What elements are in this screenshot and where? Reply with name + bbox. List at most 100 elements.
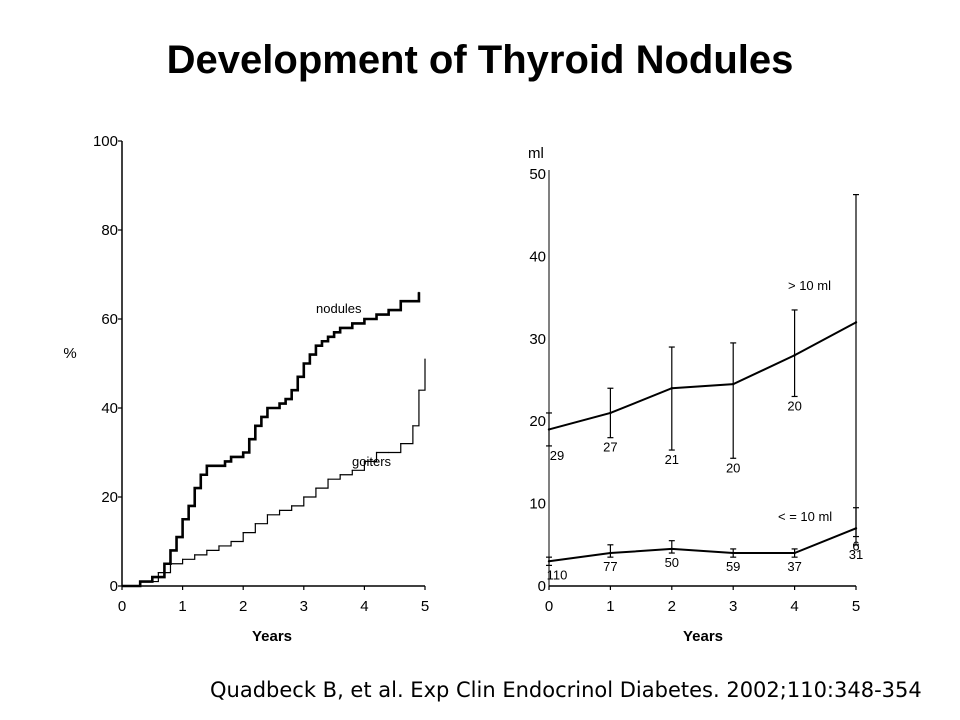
left-series-nodules-point xyxy=(291,389,293,391)
right-count-label: 29 xyxy=(550,448,564,463)
left-series-goiters-point xyxy=(139,580,141,583)
right-point xyxy=(793,551,796,555)
left-series-nodules-point xyxy=(169,549,172,552)
left-series-nodules-point xyxy=(309,354,311,356)
left-series-nodules-point xyxy=(351,322,353,325)
left-series-nodules-point xyxy=(297,376,299,378)
left-series-nodules-point xyxy=(188,505,190,507)
left-series-nodules-point xyxy=(363,318,365,320)
left-xlabel: Years xyxy=(252,628,292,645)
right-y-tick-label: 10 xyxy=(529,496,546,513)
right-point xyxy=(732,551,735,555)
right-x-tick-label: 2 xyxy=(668,598,676,615)
right-y-tick-label: 40 xyxy=(529,248,546,265)
left-series-nodules-point xyxy=(194,487,196,489)
left-series-nodules-point xyxy=(412,300,414,302)
right-count-label: 20 xyxy=(787,398,801,413)
left-series-goiters-point xyxy=(315,487,317,489)
left-y-tick-label: 0 xyxy=(110,578,118,595)
left-series-nodules-line xyxy=(122,292,421,588)
left-series-nodules-point xyxy=(315,345,317,347)
right-xlabel: Years xyxy=(683,628,723,645)
left-series-goiters-point xyxy=(388,451,390,454)
right-point xyxy=(670,547,673,551)
left-series-nodules-point xyxy=(248,438,250,440)
label-above-10ml: > 10 ml xyxy=(788,278,831,293)
left-series-nodules-point xyxy=(321,340,323,342)
left-x-tick-label: 2 xyxy=(239,598,247,615)
right-point xyxy=(732,382,735,386)
right-point xyxy=(547,560,551,563)
left-series-nodules-point xyxy=(230,456,232,458)
left-series-nodules-point xyxy=(182,518,184,520)
left-series-goiters-point xyxy=(230,540,232,543)
left-series-goiters-point xyxy=(254,523,256,525)
left-series-goiters-point xyxy=(278,509,281,511)
left-series-goiters-point xyxy=(242,532,244,534)
right-count-label: 110 xyxy=(547,567,568,582)
left-x-tick-label: 5 xyxy=(421,598,429,615)
left-series-goiters-point xyxy=(266,514,269,516)
left-series-nodules-point xyxy=(339,327,341,329)
left-series-goiters-point xyxy=(182,558,184,560)
right-series-below-line xyxy=(548,527,857,563)
left-x-tick-label: 3 xyxy=(300,598,308,615)
left-series-goiters-point xyxy=(400,443,402,445)
right-count-label: 59 xyxy=(726,559,740,574)
left-series-goiters-point xyxy=(121,585,123,587)
left-series-goiters-point xyxy=(363,460,365,462)
left-series-nodules-point xyxy=(333,331,335,333)
label-nodules: nodules xyxy=(316,301,362,316)
left-y-tick-label: 80 xyxy=(101,222,118,239)
left-series-nodules-point xyxy=(163,563,166,565)
left-series-goiters-point xyxy=(351,469,353,471)
left-series-goiters-point xyxy=(303,496,305,498)
left-series-goiters-point xyxy=(339,474,341,476)
right-x-tick-label: 4 xyxy=(790,598,798,615)
left-series-nodules-point xyxy=(175,536,178,538)
right-y-tick-label: 20 xyxy=(529,413,546,430)
right-count-label: 37 xyxy=(787,559,801,574)
left-chart: 0 20 40 60 80 100 0 1 2 3 4 5 xyxy=(93,133,429,615)
right-count-label: 27 xyxy=(603,440,617,455)
left-series-nodules-point xyxy=(200,474,202,476)
left-series-nodules-point xyxy=(224,460,226,462)
right-count-label: 31 xyxy=(849,547,863,562)
right-y-tick-label: 50 xyxy=(529,166,546,183)
left-series-nodules-point xyxy=(388,309,390,311)
left-series-goiters-point xyxy=(412,425,414,427)
left-x-tick-label: 4 xyxy=(360,598,368,615)
left-series-nodules-point xyxy=(375,313,378,316)
left-series-nodules-point xyxy=(254,425,256,427)
right-point xyxy=(793,354,796,357)
right-count-label: 6 xyxy=(852,539,859,554)
left-series-nodules-point xyxy=(285,398,287,400)
right-y-tick-label: 30 xyxy=(529,331,546,348)
left-y-tick-label: 100 xyxy=(93,133,118,150)
left-series-nodules-point xyxy=(272,407,275,409)
left-series-nodules-point xyxy=(260,416,262,418)
right-x-tick-label: 1 xyxy=(606,598,614,615)
left-series-nodules-point xyxy=(400,300,402,302)
left-series-goiters-point xyxy=(418,389,420,391)
right-point xyxy=(547,428,551,431)
left-series-nodules-point xyxy=(242,451,244,454)
left-series-goiters-point xyxy=(169,563,172,565)
left-y-tick-label: 40 xyxy=(101,400,118,417)
left-y-tick-label: 60 xyxy=(101,311,118,328)
left-series-nodules-point xyxy=(278,402,281,405)
right-series-above-line xyxy=(548,321,857,431)
left-series-goiters-point xyxy=(327,478,329,480)
left-series-goiters-point xyxy=(424,358,426,360)
label-below-10ml: < = 10 ml xyxy=(778,509,832,524)
right-ylabel: ml xyxy=(528,145,544,162)
right-point xyxy=(670,387,673,390)
left-series-nodules-point xyxy=(266,407,269,409)
slide-title: Development of Thyroid Nodules xyxy=(166,38,794,82)
left-x-tick-label: 0 xyxy=(118,598,126,615)
left-series-goiters-point xyxy=(218,545,220,547)
left-series-nodules-point xyxy=(212,465,214,467)
left-series-nodules-point xyxy=(418,291,420,293)
left-series-goiters-point xyxy=(291,505,293,507)
